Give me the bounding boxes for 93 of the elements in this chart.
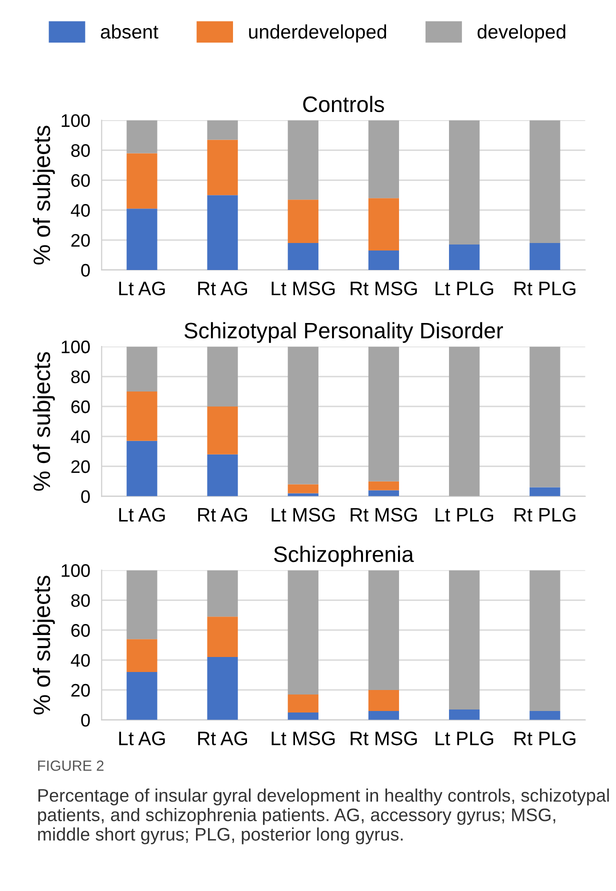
bar (207, 570, 238, 617)
x-tick-label: Lt AG (119, 282, 165, 296)
y-tick-label: 0 (81, 490, 90, 504)
bar (368, 250, 400, 270)
x-tick-label: Rt AG (198, 508, 248, 522)
bar (368, 120, 400, 198)
legend-label: absent (100, 24, 158, 39)
bar (288, 120, 318, 200)
bar (368, 481, 400, 490)
text: Percentage of insular gyral development in healthy controls, schizotypal patients, and schizophrenia patients. AG, accessory gyrus; MSG, middle short gyrus; PLG, posterior long gyrus. (38, 788, 609, 844)
y-tick-label: 40 (70, 204, 90, 217)
chart-title: Controls (303, 96, 384, 112)
x-tick-label: Rt MSG (350, 508, 417, 522)
x-tick-label: Rt MSG (350, 732, 417, 746)
x-tick-label: Lt PLG (436, 282, 494, 296)
x-tick-label: Rt PLG (514, 282, 576, 296)
bar (448, 346, 480, 496)
bar (126, 153, 158, 209)
bar (126, 392, 158, 441)
bar (448, 244, 480, 270)
y-axis-title: % of subjects (32, 352, 55, 491)
x-tick-label: Rt PLG (514, 508, 576, 522)
bar (126, 208, 158, 270)
x-tick-label: Lt PLG (436, 732, 494, 746)
bar (207, 346, 238, 406)
x-tick-label: Rt MSG (350, 282, 417, 296)
bar (530, 570, 560, 711)
x-tick-label: Lt AG (119, 508, 165, 522)
bar (126, 672, 158, 720)
x-tick-label: Lt MSG (272, 282, 335, 296)
legend-label: underdeveloped (249, 24, 386, 43)
caption: FIGURE 2 (38, 760, 104, 771)
bar (368, 690, 400, 711)
bar (448, 120, 480, 245)
legend-label: developed (478, 24, 566, 43)
y-tick-label: 80 (71, 594, 90, 607)
x-tick-label: Lt MSG (272, 508, 335, 522)
bar (288, 200, 318, 244)
y-tick-label: 60 (71, 624, 90, 637)
y-tick-label: 100 (62, 564, 90, 577)
bar (288, 484, 318, 494)
bar (207, 406, 238, 454)
bar (207, 195, 238, 270)
y-tick-label: 0 (81, 264, 90, 277)
x-tick-label: Lt MSG (272, 732, 335, 746)
bar (207, 657, 238, 720)
bar (207, 120, 238, 140)
chart-title: Schizotypal Personality Disorder (184, 322, 504, 343)
y-tick-label: 40 (70, 430, 90, 444)
bar (126, 346, 158, 392)
x-tick-label: Rt AG (198, 732, 248, 746)
x-tick-label: Rt AG (198, 282, 248, 296)
bar (207, 616, 238, 658)
bar (368, 198, 400, 251)
bar (368, 346, 400, 482)
chart-title: Schizophrenia (274, 546, 414, 567)
y-tick-label: 60 (71, 400, 90, 414)
bar (288, 694, 318, 712)
y-tick-label: 80 (71, 144, 90, 157)
y-tick-label: 40 (70, 654, 90, 667)
bar (530, 487, 560, 496)
y-tick-label: 0 (81, 714, 90, 727)
y-tick-label: 100 (62, 114, 90, 128)
bar (368, 490, 400, 496)
bar (530, 120, 560, 244)
y-tick-label: 20 (71, 460, 90, 474)
bar (368, 710, 400, 720)
y-axis-title: % of subjects (32, 576, 55, 714)
bar (530, 710, 560, 720)
bar (126, 440, 158, 496)
bar (126, 570, 158, 640)
y-axis-title: % of subjects (32, 126, 55, 264)
bar (448, 709, 480, 720)
y-tick-label: 20 (71, 234, 90, 247)
bar (126, 120, 158, 154)
bar (530, 243, 560, 270)
bar (207, 454, 238, 496)
bar (288, 570, 318, 694)
bar (530, 346, 560, 488)
bar (288, 712, 318, 720)
bar (126, 639, 158, 672)
x-tick-label: Rt PLG (514, 732, 576, 746)
y-tick-label: 80 (71, 370, 90, 384)
x-tick-label: Lt AG (119, 732, 165, 746)
bar (207, 140, 238, 196)
y-tick-label: 100 (62, 340, 90, 354)
y-tick-label: 20 (71, 684, 90, 697)
bar (448, 570, 480, 710)
x-tick-label: Lt PLG (436, 508, 494, 522)
bar (288, 346, 318, 484)
y-tick-label: 60 (71, 174, 90, 187)
bar (288, 243, 318, 270)
bar (368, 570, 400, 690)
